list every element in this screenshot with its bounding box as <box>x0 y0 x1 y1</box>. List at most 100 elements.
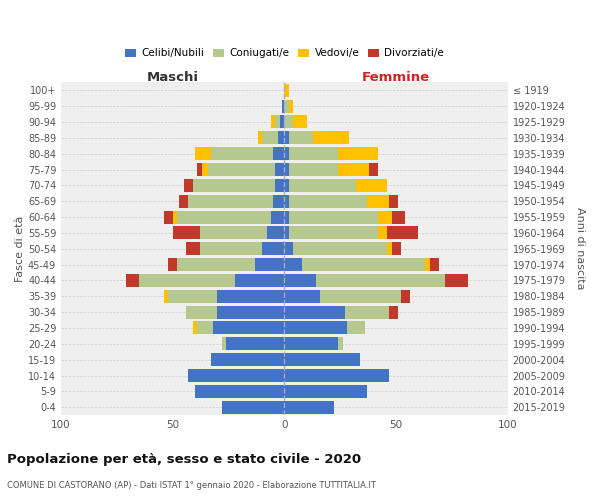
Bar <box>271 210 284 224</box>
Bar <box>338 147 378 160</box>
Bar <box>257 132 262 144</box>
Bar <box>284 290 320 303</box>
Bar <box>284 400 334 413</box>
Y-axis label: Fasce di età: Fasce di età <box>15 216 25 282</box>
Bar <box>164 210 173 224</box>
Bar <box>273 194 284 207</box>
Bar <box>289 194 367 207</box>
Bar <box>188 194 273 207</box>
Bar <box>280 116 284 128</box>
Bar <box>284 369 389 382</box>
Bar <box>262 132 278 144</box>
Bar <box>284 226 289 239</box>
Bar <box>284 84 289 97</box>
Bar <box>289 100 293 112</box>
Bar <box>284 322 347 334</box>
Bar <box>284 338 338 350</box>
Bar <box>195 385 284 398</box>
Bar <box>320 290 401 303</box>
Bar <box>289 179 356 192</box>
Bar <box>173 226 200 239</box>
Bar <box>284 274 316 287</box>
Bar <box>387 242 392 255</box>
Bar <box>200 226 266 239</box>
Bar <box>356 179 387 192</box>
Bar <box>177 258 256 271</box>
Bar <box>293 242 387 255</box>
Bar <box>173 210 177 224</box>
Bar <box>313 132 349 144</box>
Bar <box>222 338 226 350</box>
Bar <box>389 194 398 207</box>
Bar <box>284 147 289 160</box>
Bar <box>293 116 307 128</box>
Bar <box>275 116 280 128</box>
Bar <box>202 163 208 176</box>
Bar <box>316 274 445 287</box>
Bar <box>284 100 289 112</box>
Bar <box>284 163 289 176</box>
Bar <box>200 242 262 255</box>
Bar <box>168 258 177 271</box>
Bar <box>378 226 387 239</box>
Bar <box>184 179 193 192</box>
Bar <box>235 274 284 287</box>
Bar <box>289 132 313 144</box>
Text: COMUNE DI CASTORANO (AP) - Dati ISTAT 1° gennaio 2020 - Elaborazione TUTTITALIA.: COMUNE DI CASTORANO (AP) - Dati ISTAT 1°… <box>7 480 376 490</box>
Bar <box>289 210 378 224</box>
Bar <box>275 163 284 176</box>
Bar <box>213 322 284 334</box>
Bar <box>430 258 439 271</box>
Bar <box>425 258 430 271</box>
Bar <box>289 147 338 160</box>
Bar <box>445 274 467 287</box>
Bar <box>338 338 343 350</box>
Bar <box>208 163 275 176</box>
Bar <box>284 306 345 318</box>
Bar <box>338 163 370 176</box>
Bar <box>387 226 418 239</box>
Bar <box>195 147 211 160</box>
Text: Maschi: Maschi <box>147 71 199 84</box>
Bar <box>211 147 273 160</box>
Bar <box>217 290 284 303</box>
Bar <box>177 210 271 224</box>
Bar <box>275 179 284 192</box>
Bar <box>289 163 338 176</box>
Bar <box>401 290 410 303</box>
Bar <box>168 290 217 303</box>
Legend: Celibi/Nubili, Coniugati/e, Vedovi/e, Divorziati/e: Celibi/Nubili, Coniugati/e, Vedovi/e, Di… <box>121 44 448 62</box>
Y-axis label: Anni di nascita: Anni di nascita <box>575 208 585 290</box>
Bar <box>256 258 284 271</box>
Bar <box>347 322 365 334</box>
Bar <box>378 210 392 224</box>
Bar <box>284 353 361 366</box>
Bar <box>284 242 293 255</box>
Bar <box>284 258 302 271</box>
Text: Popolazione per età, sesso e stato civile - 2020: Popolazione per età, sesso e stato civil… <box>7 452 361 466</box>
Bar <box>197 163 202 176</box>
Bar <box>271 116 275 128</box>
Bar <box>282 100 284 112</box>
Bar <box>266 226 284 239</box>
Bar <box>284 179 289 192</box>
Bar <box>193 179 275 192</box>
Bar <box>273 147 284 160</box>
Bar <box>345 306 389 318</box>
Bar <box>193 322 197 334</box>
Bar <box>284 194 289 207</box>
Bar <box>186 242 200 255</box>
Bar <box>186 306 217 318</box>
Bar <box>262 242 284 255</box>
Bar <box>188 369 284 382</box>
Bar <box>284 116 293 128</box>
Bar <box>389 306 398 318</box>
Bar <box>126 274 139 287</box>
Bar <box>392 210 405 224</box>
Bar <box>217 306 284 318</box>
Bar <box>302 258 425 271</box>
Bar <box>139 274 235 287</box>
Bar <box>370 163 378 176</box>
Bar <box>164 290 168 303</box>
Bar <box>284 210 289 224</box>
